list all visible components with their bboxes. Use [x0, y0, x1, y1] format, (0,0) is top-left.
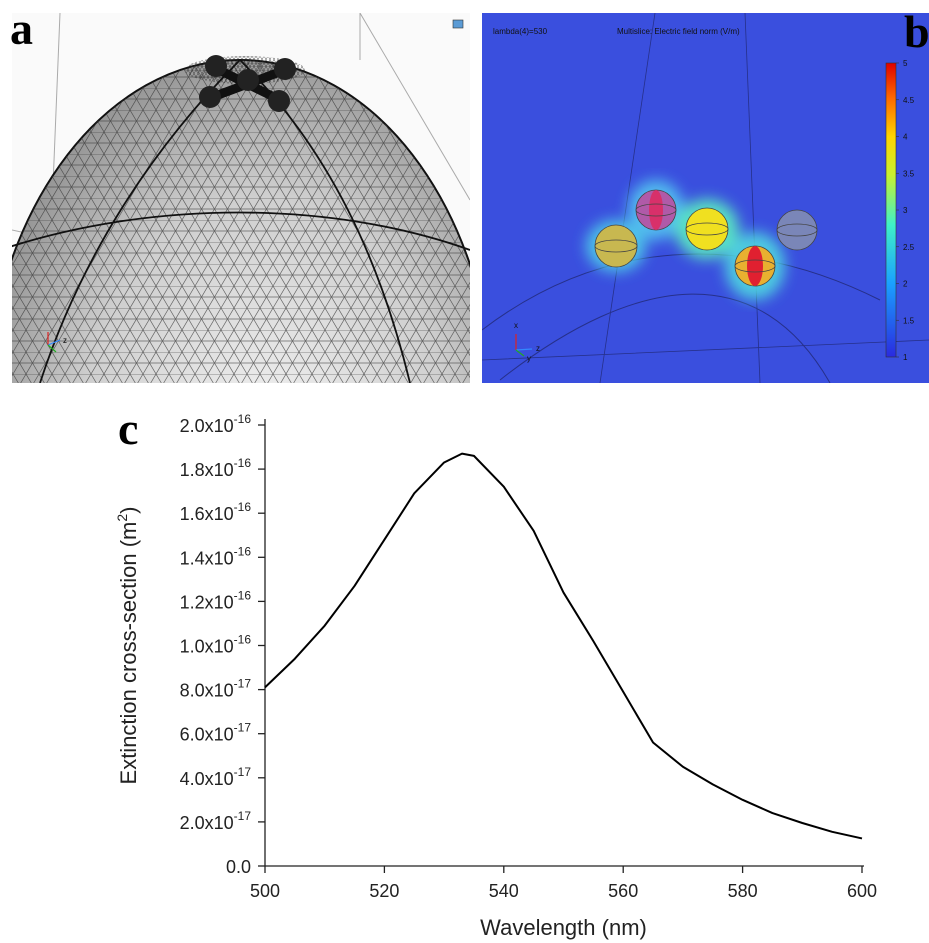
- y-tick-label: 8.0x10-17: [180, 677, 252, 701]
- y-tick-mantissa: 1.0x10: [180, 637, 234, 657]
- y-tick-mantissa: 1.6x10: [180, 504, 234, 524]
- triad-label: x: [514, 321, 518, 330]
- colorbar-tick-label: 1: [903, 353, 908, 362]
- y-tick-mantissa: 1.4x10: [180, 548, 234, 568]
- triad-label: z: [63, 336, 67, 345]
- y-tick-mantissa: 2.0x10: [180, 416, 234, 436]
- y-tick-exponent: -16: [234, 412, 252, 426]
- x-tick-label: 560: [608, 881, 638, 901]
- panel-a-image: z: [12, 13, 470, 383]
- y-tick-label: 1.8x10-16: [180, 456, 252, 480]
- y-tick-label: 2.0x10-16: [180, 412, 252, 436]
- y-axis-title-main: Extinction cross-section (m: [116, 522, 141, 785]
- panel-label: c: [118, 403, 138, 454]
- y-tick-label: 1.0x10-16: [180, 633, 252, 657]
- x-axis-title: Wavelength (nm): [480, 915, 647, 940]
- y-tick-mantissa: 6.0x10: [180, 725, 234, 745]
- axis-triad: x z y: [514, 321, 540, 363]
- y-axis-title-end: ): [116, 507, 141, 514]
- axis-triad: z: [47, 332, 67, 353]
- y-tick-label: 0.0: [226, 857, 251, 877]
- x-tick-label: 540: [489, 881, 519, 901]
- y-tick-label: 1.6x10-16: [180, 500, 252, 524]
- colorbar-tick-label: 4.5: [903, 96, 915, 105]
- y-tick-mantissa: 2.0x10: [180, 813, 234, 833]
- y-tick-mantissa: 0.0: [226, 857, 251, 877]
- colorbar-tick-label: 2: [903, 280, 908, 289]
- plot-title: Multislice: Electric field norm (V/m): [617, 27, 740, 36]
- x-tick-label: 600: [847, 881, 877, 901]
- y-tick-label: 6.0x10-17: [180, 721, 252, 745]
- y-tick-exponent: -16: [234, 544, 252, 558]
- colorbar: [885, 62, 897, 358]
- triad-label: y: [527, 354, 531, 363]
- y-tick-exponent: -17: [234, 765, 252, 779]
- y-tick-exponent: -17: [234, 677, 252, 691]
- y-tick-exponent: -17: [234, 809, 252, 823]
- y-tick-exponent: -17: [234, 721, 252, 735]
- x-tick-label: 580: [728, 881, 758, 901]
- nanoparticle-cluster: [199, 55, 296, 112]
- line-chart: 0.02.0x10-174.0x10-176.0x10-178.0x10-171…: [114, 412, 877, 940]
- y-tick-label: 2.0x10-17: [180, 809, 252, 833]
- colorbar-tick-label: 1.5: [903, 316, 915, 325]
- x-tick-label: 520: [369, 881, 399, 901]
- colorbar-tick-label: 5: [903, 59, 908, 68]
- y-tick-label: 1.2x10-16: [180, 588, 252, 612]
- y-tick-exponent: -16: [234, 633, 252, 647]
- y-tick-label: 4.0x10-17: [180, 765, 252, 789]
- panel-label: a: [10, 3, 33, 54]
- x-tick-label: 500: [250, 881, 280, 901]
- y-tick-exponent: -16: [234, 500, 252, 514]
- data-line: [264, 452, 863, 840]
- y-tick-mantissa: 4.0x10: [180, 769, 234, 789]
- y-tick-label: 1.4x10-16: [180, 544, 252, 568]
- colorbar-tick-label: 2.5: [903, 243, 915, 252]
- y-tick-exponent: -16: [234, 588, 252, 602]
- colorbar-tick-label: 3.5: [903, 169, 915, 178]
- y-axis-title-sup: 2: [114, 514, 130, 522]
- colorbar-ticks: 1 1.5 2 2.5 3 3.5 4 4.5 5: [896, 59, 915, 362]
- y-axis-title: Extinction cross-section (m2): [114, 507, 141, 785]
- colorbar-tick-label: 3: [903, 206, 908, 215]
- parameter-label: lambda(4)=530: [493, 27, 548, 36]
- y-tick-mantissa: 1.2x10: [180, 592, 234, 612]
- y-tick-mantissa: 8.0x10: [180, 681, 234, 701]
- y-tick-mantissa: 1.8x10: [180, 460, 234, 480]
- panel-b-image: lambda(4)=530 Multislice: Electric field…: [482, 13, 929, 383]
- colorbar-tick-label: 4: [903, 133, 908, 142]
- y-tick-exponent: -16: [234, 456, 252, 470]
- triad-label: z: [536, 344, 540, 353]
- panel-label: b: [904, 6, 929, 57]
